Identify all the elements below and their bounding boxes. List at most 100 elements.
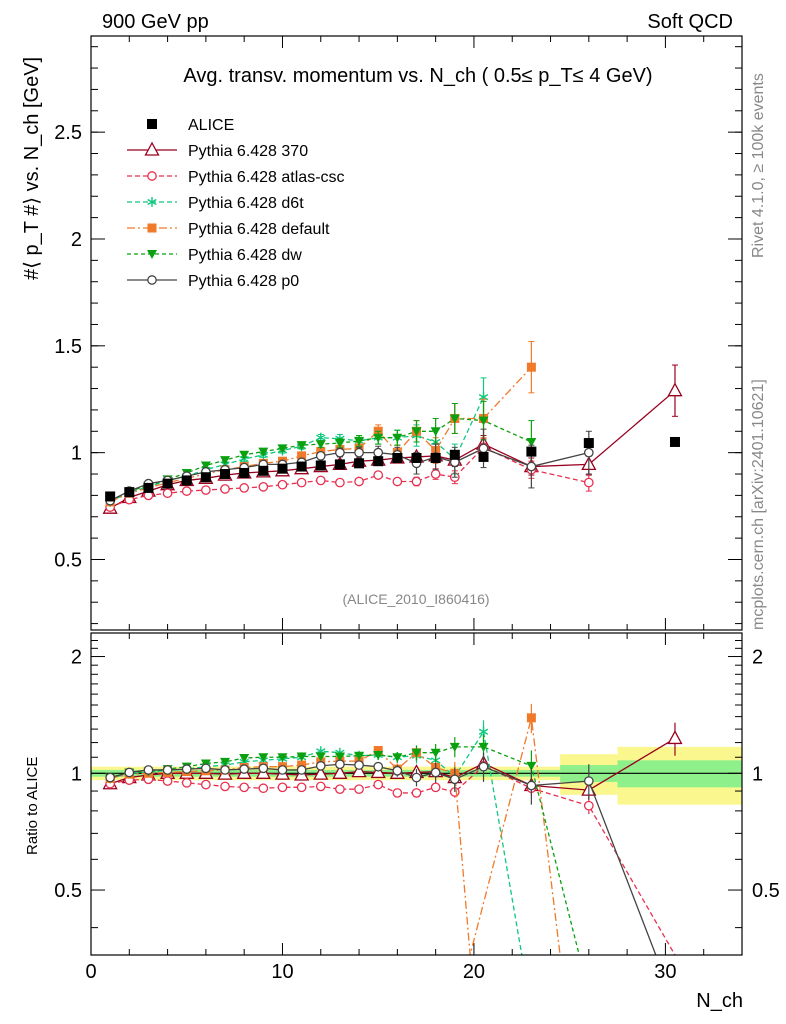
ratio-point: [373, 750, 384, 760]
ratio-point: [181, 764, 192, 774]
series-alice: [105, 436, 680, 502]
legend-label: Pythia 6.428 d6t: [188, 195, 304, 212]
ratio-point: [162, 776, 173, 786]
ratio-point: [526, 713, 536, 723]
data-point: [526, 362, 536, 372]
ratio-point: [201, 763, 211, 774]
series-line: [109, 446, 589, 508]
main-plot: [102, 341, 683, 514]
ratio-point: [220, 781, 230, 792]
alice-point: [334, 459, 345, 470]
ratio-point: [449, 742, 460, 752]
header-right: Soft QCD: [647, 11, 733, 33]
ratio-y-tick-label-right: 2: [752, 647, 763, 669]
y-tick-label: 1: [71, 443, 82, 465]
ratio-point: [277, 753, 288, 763]
main-frame: [90, 35, 743, 631]
data-point: [220, 484, 230, 494]
data-point: [373, 470, 384, 480]
ratio-series-5: [105, 752, 657, 956]
legend-label: Pythia 6.428 p0: [188, 273, 299, 290]
ratio-y-tick-label-right: 0.5: [752, 880, 780, 902]
alice-point: [449, 449, 460, 460]
ratio-point: [239, 764, 250, 774]
x-tick-label: 0: [85, 961, 96, 983]
alice-point: [478, 451, 489, 462]
legend-marker: [147, 119, 157, 129]
data-point: [239, 483, 250, 493]
ratio-point: [411, 772, 422, 783]
data-point: [258, 481, 269, 492]
legend-label: ALICE: [188, 117, 234, 134]
data-point: [392, 433, 403, 443]
data-point: [392, 476, 403, 487]
series-1: [105, 438, 594, 512]
ratio-y-tick-label-right: 1: [752, 763, 763, 785]
data-point: [526, 437, 537, 447]
data-point: [315, 440, 326, 450]
ratio-point: [258, 753, 269, 763]
ratio-point: [201, 779, 211, 790]
ratio-point: [105, 772, 115, 783]
legend-label: Pythia 6.428 atlas-csc: [188, 169, 345, 186]
ratio-point: [583, 776, 594, 786]
ratio-series-3: [105, 703, 561, 956]
ratio-point: [143, 765, 154, 775]
ratio-point: [313, 765, 329, 780]
ratio-y-axis-label: Ratio to ALICE: [24, 757, 41, 855]
data-point: [354, 436, 365, 446]
ratio-point: [239, 754, 250, 764]
alice-point: [143, 482, 154, 493]
ratio-point: [332, 764, 348, 779]
legend: ALICE Pythia 6.428 370 Pythia 6.428 atlas-…: [127, 117, 345, 290]
ratio-series-4: [105, 734, 580, 956]
alice-point: [392, 452, 403, 463]
ratio-line: [110, 717, 561, 956]
data-point: [335, 447, 345, 458]
data-point: [526, 461, 537, 472]
series-5: [105, 428, 594, 506]
data-point: [181, 486, 192, 496]
ratio-point: [430, 782, 441, 793]
legend-marker: [147, 250, 157, 259]
ratio-point: [297, 760, 307, 770]
rivet-label: Rivet 4.1.0, ≥ 100k events: [750, 73, 767, 258]
ratio-point: [354, 751, 365, 761]
x-tick-label: 10: [271, 961, 293, 983]
ratio-point: [478, 742, 489, 752]
ratio-y-tick-label: 2: [71, 647, 82, 669]
legend-label: Pythia 6.428 default: [188, 221, 330, 238]
data-point: [200, 461, 211, 471]
header-left: 900 GeV pp: [102, 11, 209, 33]
ratio-point: [162, 765, 173, 775]
data-point: [296, 477, 307, 488]
data-point: [373, 447, 384, 458]
ratio-point: [354, 760, 364, 770]
mcplots-label: mcplots.cern.ch [arXiv:2401.10621]: [750, 379, 767, 630]
ratio-line: [109, 746, 580, 956]
legend-marker: [147, 197, 157, 207]
ratio-point: [258, 763, 269, 774]
ratio-point: [583, 800, 594, 811]
series-line: [109, 417, 532, 502]
ratio-point: [220, 757, 231, 767]
data-point: [297, 451, 307, 461]
alice-point: [583, 438, 594, 449]
alice-point: [411, 452, 422, 463]
legend-item: Pythia 6.428 dw: [127, 247, 302, 264]
alice-point: [258, 465, 269, 476]
y-axis-label: #⟨ p_T #⟩ vs. N_ch [GeV]: [21, 57, 43, 280]
data-point: [315, 475, 326, 486]
ratio-point: [351, 763, 367, 778]
legend-item: Pythia 6.428 p0: [127, 273, 299, 290]
ratio-point: [392, 765, 403, 776]
ratio-point: [354, 784, 364, 795]
alice-point: [220, 469, 231, 480]
alice-point: [162, 478, 173, 489]
ratio-point: [277, 782, 288, 793]
data-point: [296, 441, 307, 451]
legend-item: Pythia 6.428 d6t: [127, 195, 304, 212]
data-point: [315, 451, 326, 461]
ratio-point: [373, 761, 384, 772]
